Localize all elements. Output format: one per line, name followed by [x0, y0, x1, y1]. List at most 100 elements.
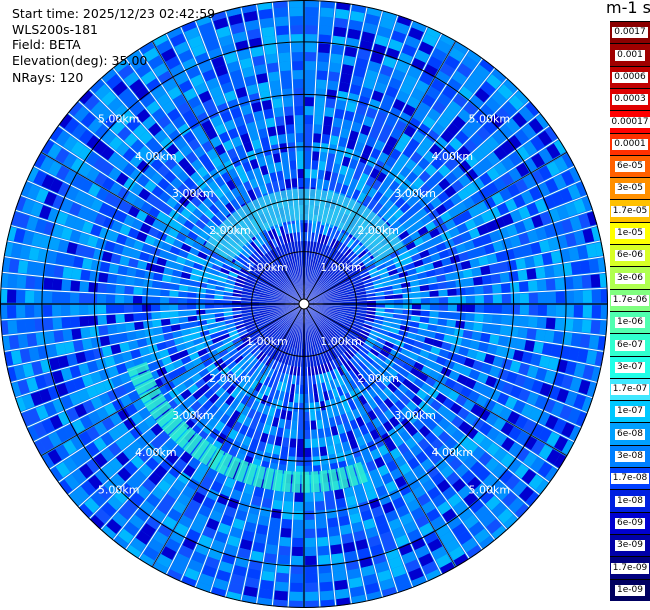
range-gate [507, 458, 522, 473]
range-gate [115, 452, 130, 466]
colorbar-level: 3e-09 [610, 533, 650, 557]
range-gate [466, 348, 478, 359]
range-gate [379, 329, 390, 336]
range-gate [383, 199, 394, 210]
range-gate [280, 446, 289, 457]
range-gate [409, 367, 421, 378]
colorbar-level: 1e-08 [610, 489, 650, 513]
range-gate [546, 431, 561, 447]
range-gate [545, 126, 559, 142]
range-gate [460, 338, 472, 348]
range-gate [361, 358, 371, 368]
range-gate [209, 509, 223, 523]
range-gate [438, 249, 450, 259]
range-gate [453, 93, 468, 108]
range-ring-label: 2.00km [357, 372, 399, 385]
range-gate [417, 372, 429, 382]
range-gate [352, 355, 362, 364]
range-gate [462, 196, 476, 209]
range-gate [154, 465, 168, 479]
range-gate [367, 388, 378, 399]
range-gate [508, 426, 522, 441]
range-gate [463, 139, 478, 153]
range-gate [498, 124, 514, 139]
range-gate [462, 330, 473, 339]
range-gate [248, 343, 257, 352]
range-gate [224, 370, 234, 381]
range-gate [392, 161, 404, 173]
range-gate [464, 412, 478, 425]
range-gate [134, 321, 144, 331]
range-gate [422, 561, 438, 575]
range-gate [353, 66, 366, 78]
range-gate [344, 392, 353, 403]
range-gate [196, 483, 210, 497]
range-gate [353, 377, 362, 387]
range-gate [409, 230, 421, 241]
range-gate [182, 485, 196, 499]
range-gate [319, 581, 333, 592]
range-gate [421, 256, 433, 265]
range-gate [432, 235, 444, 245]
range-gate [275, 116, 285, 127]
range-gate [93, 437, 107, 452]
range-gate [216, 362, 227, 372]
range-gate [418, 425, 431, 438]
range-gate [470, 403, 483, 416]
range-gate [443, 451, 457, 464]
range-gate [453, 500, 468, 515]
range-gate [274, 408, 282, 419]
range-gate [268, 406, 276, 417]
range-gate [304, 519, 315, 529]
range-gate [369, 468, 381, 481]
range-gate [535, 227, 548, 241]
range-gate [320, 590, 334, 601]
range-gate [47, 431, 62, 447]
range-gate [217, 376, 228, 387]
range-gate [461, 55, 478, 71]
range-gate [415, 79, 430, 94]
range-gate [215, 317, 225, 323]
range-gate [247, 568, 261, 580]
range-gate [108, 442, 122, 457]
range-gate [187, 298, 197, 304]
colorbar-tick-label: 1.7e-06 [610, 294, 650, 306]
range-gate [343, 236, 352, 246]
range-gate [254, 382, 263, 393]
range-gate [486, 518, 502, 534]
range-gate [402, 343, 414, 352]
range-gate [287, 401, 294, 412]
range-gate [134, 277, 144, 287]
range-gate [413, 361, 425, 371]
range-gate [546, 161, 561, 177]
range-gate [329, 379, 336, 390]
range-gate [400, 512, 414, 526]
range-gate [394, 358, 406, 368]
range-gate [208, 548, 223, 561]
range-gate [480, 210, 493, 223]
range-gate [530, 353, 542, 366]
range-ring-label: 1.00km [320, 335, 362, 348]
range-gate [148, 538, 164, 553]
range-gate [317, 61, 329, 72]
range-gate [538, 165, 553, 181]
colorbar-tick-label: 3e-06 [615, 272, 645, 284]
range-gate [241, 349, 251, 358]
range-gate [479, 489, 495, 504]
range-gate [214, 420, 226, 432]
range-gate [430, 515, 446, 530]
range-gate [378, 151, 389, 164]
range-gate [485, 457, 500, 472]
range-gate [484, 243, 496, 255]
range-gate [377, 353, 387, 362]
range-gate [224, 357, 234, 366]
range-gate [561, 170, 575, 186]
colorbar-tick-label: 1.7e-08 [610, 473, 650, 485]
range-gate [304, 510, 315, 520]
range-gate [325, 381, 332, 391]
range-gate [442, 198, 455, 211]
range-gate [56, 382, 69, 397]
range-gate [522, 377, 535, 391]
range-gate [458, 86, 473, 101]
range-gate [504, 396, 518, 410]
